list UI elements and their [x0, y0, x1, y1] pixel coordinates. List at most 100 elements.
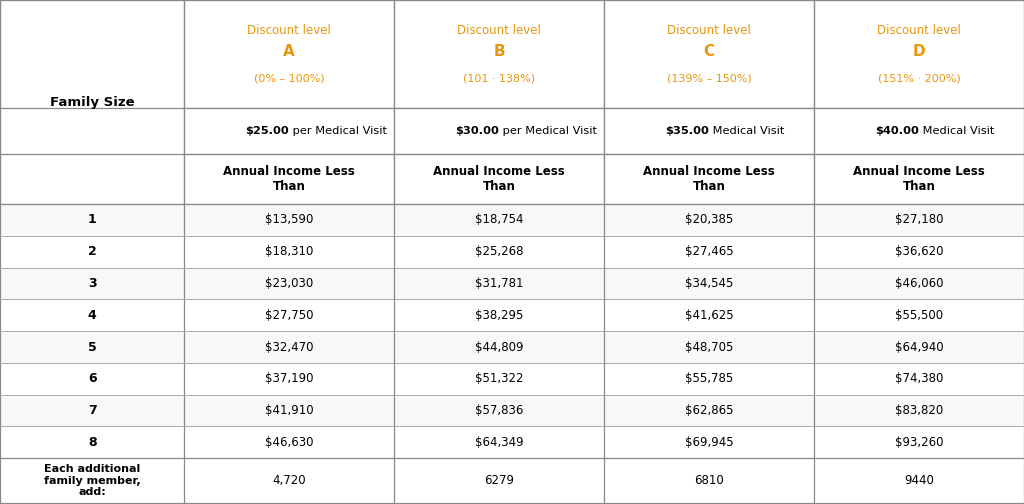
Text: $23,030: $23,030: [265, 277, 313, 290]
Text: $18,754: $18,754: [475, 214, 523, 226]
Text: (139% – 150%): (139% – 150%): [667, 74, 752, 83]
Bar: [814, 268, 1024, 299]
Text: 5: 5: [88, 341, 96, 353]
Text: Family Size: Family Size: [50, 96, 134, 108]
Text: Each additional
family member,
add:: Each additional family member, add:: [44, 464, 140, 497]
Bar: [0, 331, 184, 363]
Text: $36,620: $36,620: [895, 245, 943, 258]
Bar: [604, 268, 814, 299]
Text: $55,500: $55,500: [895, 309, 943, 322]
Text: Annual Income Less
Than: Annual Income Less Than: [223, 165, 355, 193]
Bar: [394, 0, 604, 108]
Text: Discount level: Discount level: [458, 24, 541, 37]
Bar: [394, 236, 604, 268]
Bar: [814, 426, 1024, 458]
Bar: [0, 299, 184, 331]
Bar: [0, 0, 184, 204]
Bar: [604, 395, 814, 426]
Bar: [184, 426, 394, 458]
Bar: [184, 299, 394, 331]
Bar: [604, 363, 814, 395]
Bar: [394, 154, 604, 204]
Text: Medical Visit: Medical Visit: [709, 126, 784, 136]
Bar: [0, 268, 184, 299]
Bar: [184, 108, 394, 154]
Text: 8: 8: [88, 436, 96, 449]
Text: $34,545: $34,545: [685, 277, 733, 290]
Text: $25,268: $25,268: [475, 245, 523, 258]
Text: Discount level: Discount level: [248, 24, 331, 37]
Text: $46,630: $46,630: [265, 436, 313, 449]
Text: $31,781: $31,781: [475, 277, 523, 290]
Bar: [0, 395, 184, 426]
Text: 9440: 9440: [904, 474, 934, 487]
Text: $40.00: $40.00: [876, 126, 920, 136]
Text: Discount level: Discount level: [668, 24, 751, 37]
Bar: [604, 236, 814, 268]
Bar: [604, 458, 814, 503]
Text: $27,750: $27,750: [265, 309, 313, 322]
Text: Medical Visit: Medical Visit: [920, 126, 994, 136]
Text: 4: 4: [88, 309, 96, 322]
Text: $48,705: $48,705: [685, 341, 733, 353]
Bar: [394, 331, 604, 363]
Bar: [394, 426, 604, 458]
Text: $35.00: $35.00: [666, 126, 709, 136]
Text: $62,865: $62,865: [685, 404, 733, 417]
Text: $27,465: $27,465: [685, 245, 733, 258]
Bar: [814, 363, 1024, 395]
Text: $41,910: $41,910: [265, 404, 313, 417]
Text: A: A: [284, 44, 295, 59]
Bar: [814, 458, 1024, 503]
Text: $25.00: $25.00: [246, 126, 289, 136]
Bar: [184, 331, 394, 363]
Text: 1: 1: [88, 214, 96, 226]
Bar: [184, 154, 394, 204]
Text: $41,625: $41,625: [685, 309, 733, 322]
Text: Discount level: Discount level: [878, 24, 961, 37]
Text: $57,836: $57,836: [475, 404, 523, 417]
Bar: [814, 0, 1024, 108]
Text: 6: 6: [88, 372, 96, 385]
Bar: [604, 331, 814, 363]
Text: Annual Income Less
Than: Annual Income Less Than: [853, 165, 985, 193]
Text: $13,590: $13,590: [265, 214, 313, 226]
Text: per Medical Visit: per Medical Visit: [289, 126, 387, 136]
Bar: [0, 204, 184, 236]
Bar: [814, 331, 1024, 363]
Text: $83,820: $83,820: [895, 404, 943, 417]
Bar: [814, 299, 1024, 331]
Bar: [394, 204, 604, 236]
Bar: [814, 236, 1024, 268]
Bar: [394, 363, 604, 395]
Text: $69,945: $69,945: [685, 436, 733, 449]
Bar: [814, 395, 1024, 426]
Text: Annual Income Less
Than: Annual Income Less Than: [433, 165, 565, 193]
Bar: [394, 268, 604, 299]
Text: (101 · 138%): (101 · 138%): [463, 74, 536, 83]
Bar: [814, 204, 1024, 236]
Text: $55,785: $55,785: [685, 372, 733, 385]
Text: $64,940: $64,940: [895, 341, 943, 353]
Text: 4,720: 4,720: [272, 474, 306, 487]
Text: per Medical Visit: per Medical Visit: [500, 126, 597, 136]
Text: $44,809: $44,809: [475, 341, 523, 353]
Text: 6279: 6279: [484, 474, 514, 487]
Text: 7: 7: [88, 404, 96, 417]
Text: 6810: 6810: [694, 474, 724, 487]
Bar: [0, 236, 184, 268]
Bar: [184, 0, 394, 108]
Bar: [604, 204, 814, 236]
Text: Annual Income Less
Than: Annual Income Less Than: [643, 165, 775, 193]
Bar: [184, 395, 394, 426]
Text: (151% · 200%): (151% · 200%): [878, 74, 961, 83]
Text: $51,322: $51,322: [475, 372, 523, 385]
Bar: [604, 154, 814, 204]
Text: D: D: [912, 44, 926, 59]
Text: C: C: [703, 44, 715, 59]
Text: B: B: [494, 44, 505, 59]
Bar: [394, 395, 604, 426]
Text: $37,190: $37,190: [265, 372, 313, 385]
Text: $93,260: $93,260: [895, 436, 943, 449]
Bar: [0, 458, 184, 503]
